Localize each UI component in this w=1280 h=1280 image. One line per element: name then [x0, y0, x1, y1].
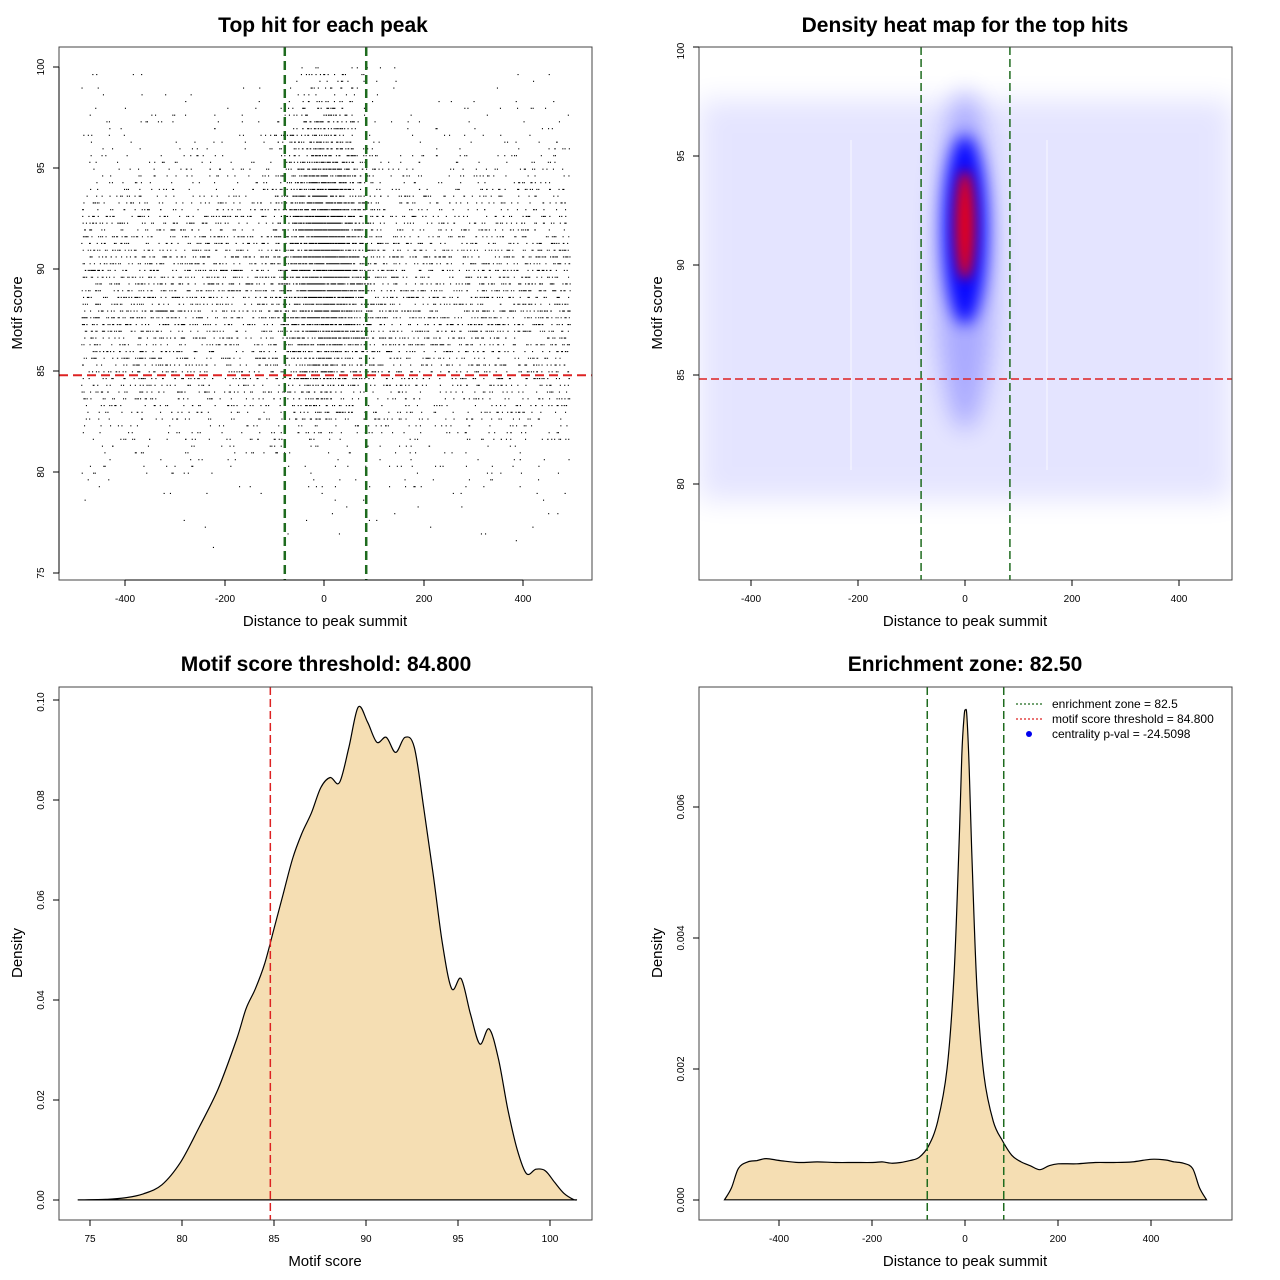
score-density-area: [77, 705, 578, 1201]
distance-density-xtick: 400: [1143, 1234, 1160, 1245]
scatter-y-axis: 75 80 85 90 95 100: [36, 58, 60, 579]
distance-density-y-axis: 0.000 0.002 0.004 0.006: [676, 794, 699, 1213]
panel-score-density: Motif score threshold: 84.800 75 80 85 9…: [9, 653, 593, 1270]
heatmap-xtick: 200: [1064, 594, 1081, 605]
scatter-ytick: 95: [36, 162, 47, 174]
score-density-y-axis: 0.00 0.02 0.04 0.06 0.08 0.10: [36, 692, 59, 1210]
heatmap-peak: [955, 170, 975, 280]
heatmap-ytick: 100: [676, 42, 687, 59]
distance-density-ytick: 0.002: [676, 1056, 687, 1081]
panel-scatter: Top hit for each peak -400 -200 0 200 40…: [9, 14, 593, 630]
score-density-x-label: Motif score: [288, 1253, 361, 1270]
heatmap-x-axis: -400 -200 0 200 400: [741, 580, 1188, 605]
score-density-x-axis: 75 80 85 90 95 100: [84, 1220, 559, 1245]
scatter-ytick: 80: [36, 466, 47, 478]
score-density-xtick: 95: [452, 1234, 464, 1245]
distance-density-legend: enrichment zone = 82.5 motif score thres…: [1016, 697, 1214, 741]
legend-centrality-label: centrality p-val = -24.5098: [1052, 727, 1191, 741]
distance-density-xtick: 0: [962, 1234, 968, 1245]
distance-density-y-label: Density: [649, 927, 666, 978]
scatter-plot-frame: [58, 46, 593, 581]
score-density-ytick: 0.02: [36, 1090, 47, 1110]
heatmap-ytick: 85: [676, 369, 687, 381]
panel-heatmap: Density heat map for the top hits -400 -…: [649, 14, 1233, 630]
scatter-xtick: 0: [321, 594, 327, 605]
distance-density-x-label: Distance to peak summit: [883, 1253, 1048, 1270]
heatmap-y-label: Motif score: [649, 276, 666, 349]
distance-density-xtick: -400: [769, 1234, 789, 1245]
legend-enrichment-label: enrichment zone = 82.5: [1052, 697, 1178, 711]
score-density-xtick: 80: [176, 1234, 188, 1245]
scatter-xtick: -400: [115, 594, 135, 605]
legend-threshold-label: motif score threshold = 84.800: [1052, 712, 1214, 726]
distance-density-x-axis: -400 -200 0 200 400: [769, 1220, 1160, 1245]
score-density-xtick: 90: [360, 1234, 372, 1245]
heatmap-title: Density heat map for the top hits: [802, 14, 1129, 37]
heatmap-xtick: 0: [962, 594, 968, 605]
scatter-ytick: 100: [36, 58, 47, 75]
panel-distance-density: Enrichment zone: 82.50 enrichment zone =…: [649, 653, 1233, 1270]
heatmap-xtick: -200: [848, 594, 868, 605]
scatter-ytick: 75: [36, 567, 47, 579]
heatmap-x-label: Distance to peak summit: [883, 613, 1048, 630]
score-density-xtick: 85: [268, 1234, 280, 1245]
score-density-xtick: 100: [542, 1234, 559, 1245]
distance-density-area: [723, 708, 1208, 1201]
heatmap-xtick: -400: [741, 594, 761, 605]
scatter-y-label: Motif score: [9, 276, 26, 349]
legend-centrality-dot: [1026, 731, 1032, 737]
scatter-ytick: 90: [36, 263, 47, 275]
score-density-title: Motif score threshold: 84.800: [181, 653, 472, 676]
scatter-points: [81, 67, 571, 549]
distance-density-ytick: 0.000: [676, 1187, 687, 1212]
scatter-xtick: 200: [416, 594, 433, 605]
distance-density-xtick: 200: [1050, 1234, 1067, 1245]
heatmap-ytick: 90: [676, 259, 687, 271]
score-density-ytick: 0.00: [36, 1190, 47, 1210]
score-density-y-label: Density: [9, 927, 26, 978]
score-density-ytick: 0.10: [36, 692, 47, 712]
heatmap-density-field: [699, 90, 1232, 500]
distance-density-title: Enrichment zone: 82.50: [848, 653, 1083, 676]
score-density-ytick: 0.06: [36, 890, 47, 910]
score-density-plot-frame: [58, 686, 593, 1221]
heatmap-y-axis: 80 85 90 95 100: [676, 42, 699, 490]
distance-density-ytick: 0.004: [676, 925, 687, 950]
scatter-x-label: Distance to peak summit: [243, 613, 408, 630]
heatmap-ytick: 95: [676, 150, 687, 162]
scatter-xtick: 400: [515, 594, 532, 605]
scatter-ytick: 85: [36, 365, 47, 377]
scatter-xtick: -200: [215, 594, 235, 605]
distance-density-ytick: 0.006: [676, 794, 687, 819]
score-density-ytick: 0.04: [36, 990, 47, 1010]
score-density-xtick: 75: [84, 1234, 96, 1245]
score-density-ytick: 0.08: [36, 790, 47, 810]
heatmap-ytick: 80: [676, 478, 687, 490]
scatter-x-axis: -400 -200 0 200 400: [115, 579, 532, 605]
heatmap-xtick: 400: [1171, 594, 1188, 605]
scatter-point-cloud: [81, 67, 571, 549]
scatter-title: Top hit for each peak: [218, 14, 428, 37]
distance-density-xtick: -200: [862, 1234, 882, 1245]
